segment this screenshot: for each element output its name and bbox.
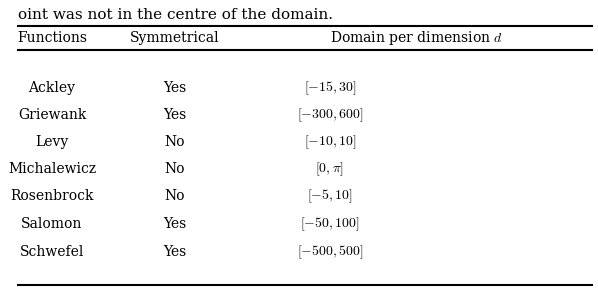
Text: Symmetrical: Symmetrical (130, 31, 220, 45)
Text: $[-15, 30]$: $[-15, 30]$ (304, 79, 356, 97)
Text: No: No (165, 162, 185, 176)
Text: Domain per dimension $d$: Domain per dimension $d$ (330, 29, 503, 47)
Text: Michalewicz: Michalewicz (8, 162, 96, 176)
Text: No: No (165, 135, 185, 149)
Text: Yes: Yes (163, 245, 187, 259)
Text: $[-300, 600]$: $[-300, 600]$ (297, 106, 364, 124)
Text: $[-10, 10]$: $[-10, 10]$ (304, 133, 356, 151)
Text: No: No (165, 189, 185, 203)
Text: Ackley: Ackley (29, 81, 75, 95)
Text: Functions: Functions (17, 31, 87, 45)
Text: Schwefel: Schwefel (20, 245, 84, 259)
Text: Yes: Yes (163, 108, 187, 122)
Text: $[-5, 10]$: $[-5, 10]$ (307, 187, 353, 205)
Text: Rosenbrock: Rosenbrock (10, 189, 94, 203)
Text: $[-500, 500]$: $[-500, 500]$ (297, 243, 364, 261)
Text: Yes: Yes (163, 217, 187, 231)
Text: $[0, \pi]$: $[0, \pi]$ (315, 160, 344, 178)
Text: oint was not in the centre of the domain.: oint was not in the centre of the domain… (18, 8, 333, 22)
Text: $[-50, 100]$: $[-50, 100]$ (300, 215, 360, 233)
Text: Salomon: Salomon (22, 217, 83, 231)
Text: Levy: Levy (35, 135, 69, 149)
Text: Yes: Yes (163, 81, 187, 95)
Text: Griewank: Griewank (18, 108, 86, 122)
